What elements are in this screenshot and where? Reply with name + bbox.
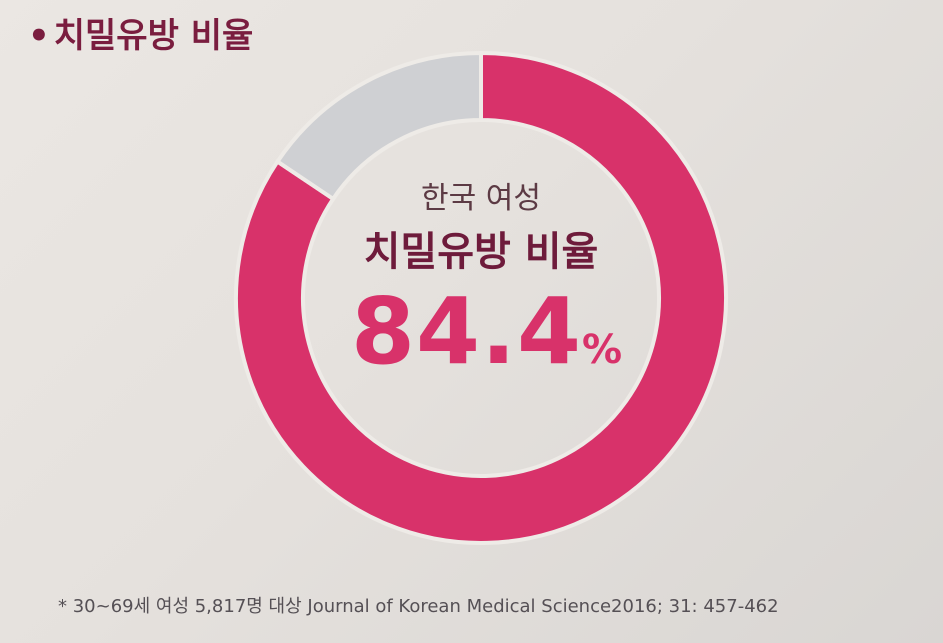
- donut-slice-other: [274, 50, 483, 202]
- bullet-dot: •: [28, 16, 50, 56]
- chart-value-unit: %: [582, 327, 623, 373]
- section-heading-text: 치밀유방 비율: [53, 16, 254, 56]
- section-heading: • 치밀유방 비율: [28, 14, 253, 58]
- chart-title: 치밀유방 비율: [363, 229, 599, 275]
- chart-subtitle: 한국 여성: [421, 181, 541, 216]
- chart-value-number: 84.4: [351, 278, 582, 385]
- donut-slice-dense: [234, 50, 728, 545]
- source-footnote: * 30~69세 여성 5,817명 대상 Journal of Korean …: [58, 596, 779, 617]
- chart-value-label: 84.4%: [351, 282, 622, 400]
